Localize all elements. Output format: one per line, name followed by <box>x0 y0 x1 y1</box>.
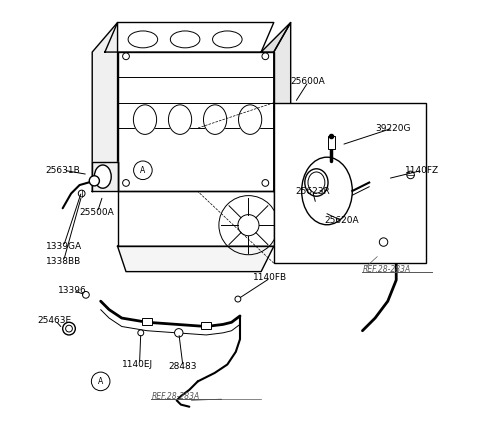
Ellipse shape <box>170 31 200 48</box>
Polygon shape <box>105 23 274 52</box>
Bar <box>328 136 335 149</box>
Text: 1140FZ: 1140FZ <box>405 166 439 175</box>
Circle shape <box>379 238 388 246</box>
Polygon shape <box>92 162 118 191</box>
Circle shape <box>175 329 183 337</box>
Polygon shape <box>118 52 274 191</box>
Text: 28483: 28483 <box>168 362 197 371</box>
Circle shape <box>122 180 130 186</box>
Ellipse shape <box>213 31 242 48</box>
Text: 1338BB: 1338BB <box>46 257 81 266</box>
Polygon shape <box>118 191 274 246</box>
Bar <box>274 103 426 263</box>
Circle shape <box>78 190 85 197</box>
Circle shape <box>235 296 241 302</box>
Circle shape <box>66 325 72 332</box>
Text: A: A <box>140 166 145 175</box>
Text: 1140EJ: 1140EJ <box>122 360 153 369</box>
Ellipse shape <box>305 169 328 196</box>
Text: 25620A: 25620A <box>324 216 359 225</box>
Text: 25623R: 25623R <box>295 187 330 196</box>
Ellipse shape <box>301 157 352 225</box>
Text: 1339GA: 1339GA <box>46 242 82 251</box>
Ellipse shape <box>128 31 157 48</box>
Text: 25600A: 25600A <box>291 77 325 86</box>
Ellipse shape <box>133 105 156 134</box>
Circle shape <box>138 330 144 336</box>
Ellipse shape <box>204 105 227 134</box>
Text: 39220G: 39220G <box>375 124 410 133</box>
Circle shape <box>89 176 99 186</box>
Text: 13396: 13396 <box>59 286 87 295</box>
Ellipse shape <box>239 105 262 134</box>
Ellipse shape <box>95 165 111 188</box>
Polygon shape <box>261 23 291 52</box>
Text: REF.28-283A: REF.28-283A <box>362 265 411 274</box>
Bar <box>201 322 211 329</box>
Text: 25463E: 25463E <box>37 316 72 325</box>
Circle shape <box>63 322 75 335</box>
Circle shape <box>407 171 414 179</box>
Polygon shape <box>274 23 291 191</box>
Text: 1140FB: 1140FB <box>252 273 287 283</box>
Circle shape <box>262 53 269 60</box>
Text: A: A <box>98 377 103 386</box>
Text: 25500A: 25500A <box>80 208 114 217</box>
Polygon shape <box>92 23 118 191</box>
Ellipse shape <box>168 105 192 134</box>
Circle shape <box>122 53 130 60</box>
Text: REF.28-283A: REF.28-283A <box>151 392 200 401</box>
Bar <box>142 318 152 325</box>
Circle shape <box>262 180 269 186</box>
Polygon shape <box>118 246 274 272</box>
Circle shape <box>83 292 89 298</box>
Text: 25631B: 25631B <box>46 166 81 175</box>
